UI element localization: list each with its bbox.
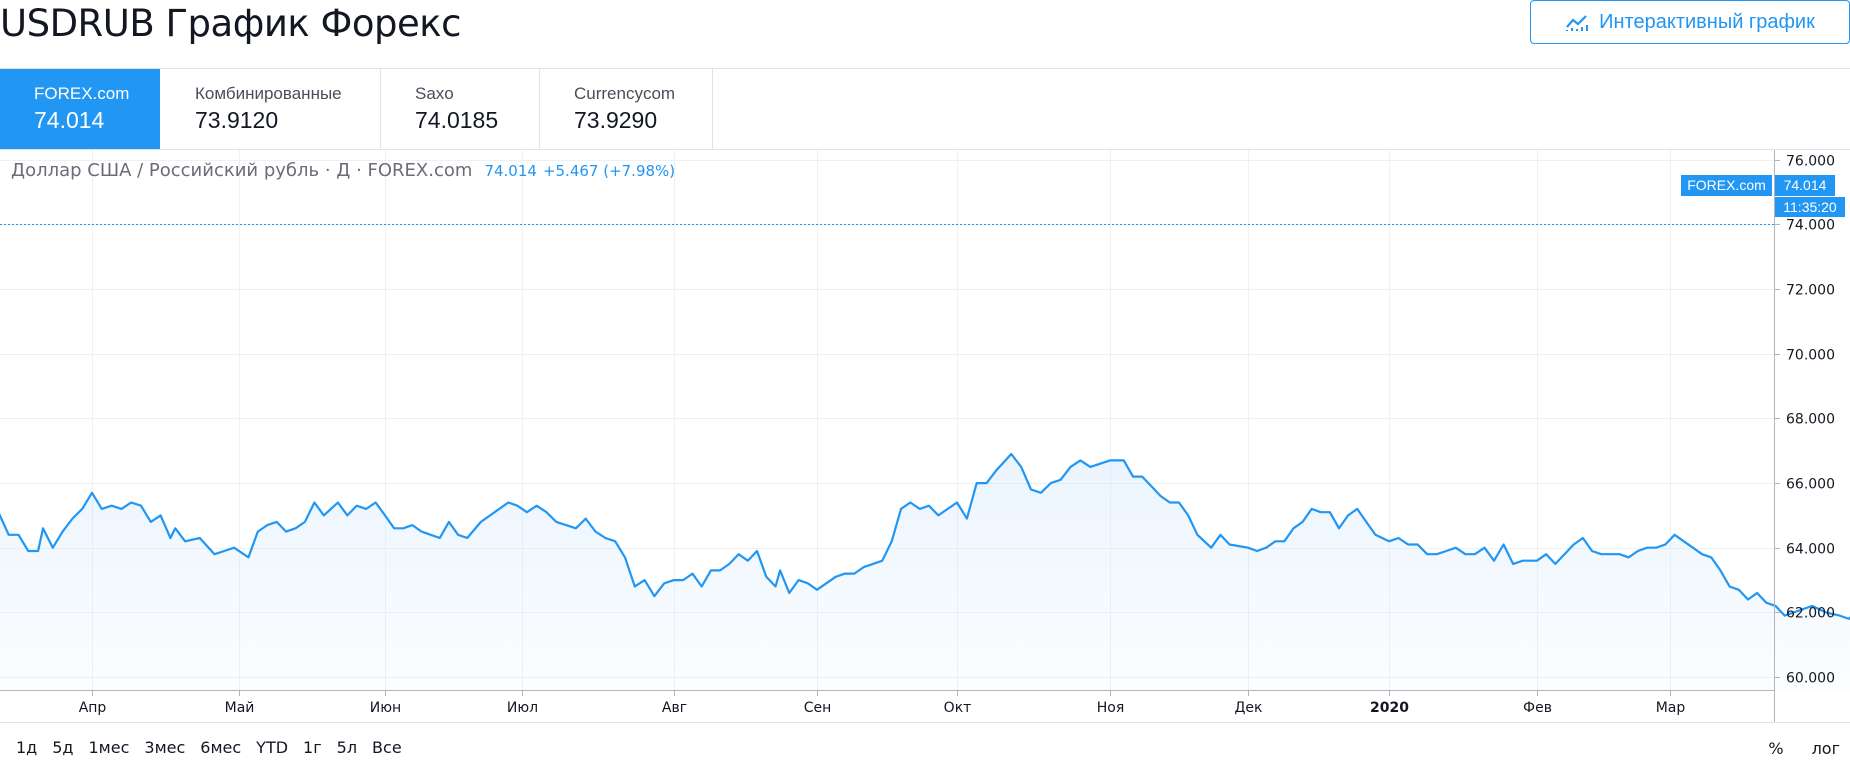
price-tag-price-box: [1775, 175, 1835, 196]
y-tick-label: 68.000: [1786, 412, 1835, 428]
range-1m-button[interactable]: 1мес: [88, 738, 130, 757]
tab-currencycom[interactable]: Currencycom 73.9290: [540, 69, 713, 149]
tab-value: 73.9120: [195, 107, 279, 133]
scale-controls: % лог: [1740, 723, 1850, 772]
x-tick-label: Фев: [1523, 700, 1552, 716]
chart-line-icon: [1566, 15, 1589, 31]
price-area: [0, 454, 1850, 690]
tab-forex[interactable]: FOREX.com 74.014: [0, 69, 160, 149]
x-tick-label: Мар: [1656, 700, 1686, 716]
y-tick-label: 62.000: [1786, 606, 1835, 622]
tab-name: Saxo: [415, 84, 454, 103]
log-scale-button[interactable]: лог: [1811, 738, 1840, 758]
range-6m-button[interactable]: 6мес: [200, 738, 242, 757]
range-1d-button[interactable]: 1д: [16, 738, 38, 757]
range-all-button[interactable]: Все: [372, 738, 402, 757]
range-3m-button[interactable]: 3мес: [144, 738, 186, 757]
interactive-chart-label: Интерактивный график: [1599, 10, 1815, 33]
x-tick-label: Окт: [944, 700, 972, 716]
y-tick-label: 70.000: [1786, 348, 1835, 364]
x-tick-label: Сен: [804, 700, 832, 716]
time-axis[interactable]: Апр Май Июн Июл Авг Сен Окт Ноя Дек 2020 Фев Мар: [79, 691, 1686, 716]
y-tick-label: 66.000: [1786, 477, 1835, 493]
price-tag-time: 11:35:20: [1783, 199, 1837, 215]
price-chart[interactable]: 60.000 62.000 64.000 66.000 68.000 70.000 72.0…: [0, 150, 1850, 722]
y-tick-label: 64.000: [1786, 542, 1835, 558]
price-tag-source: FOREX.com: [1687, 177, 1766, 193]
source-tabs: FOREX.com 74.014 Комбинированные 73.9120…: [0, 68, 1850, 150]
y-tick-label: 76.000: [1786, 154, 1835, 170]
x-tick-label: Апр: [79, 700, 107, 716]
x-tick-label: Июл: [507, 700, 538, 716]
tab-name: Комбинированные: [195, 84, 342, 103]
tab-saxo[interactable]: Saxo 74.0185: [381, 69, 540, 149]
range-1y-button[interactable]: 1г: [303, 738, 322, 757]
x-tick-label: Июн: [370, 700, 401, 716]
x-tick-label: Май: [225, 700, 255, 716]
price-series-line: [0, 452, 1850, 620]
tab-value: 73.9290: [574, 107, 658, 133]
percent-scale-button[interactable]: %: [1768, 738, 1784, 758]
x-tick-label: 2020: [1370, 700, 1409, 716]
y-tick-label: 72.000: [1786, 283, 1835, 299]
y-tick-label: 60.000: [1786, 671, 1835, 687]
tab-name: Currencycom: [574, 84, 676, 103]
x-tick-label: Дек: [1234, 700, 1262, 716]
x-tick-label: Ноя: [1097, 700, 1125, 716]
price-tag-time-box: [1775, 197, 1845, 217]
tab-combined[interactable]: Комбинированные 73.9120: [160, 69, 381, 149]
range-ytd-button[interactable]: YTD: [256, 738, 289, 757]
tab-value: 74.014: [34, 107, 105, 133]
range-5y-button[interactable]: 5л: [336, 738, 358, 757]
range-5d-button[interactable]: 5д: [52, 738, 74, 757]
tab-value: 74.0185: [415, 107, 499, 133]
interactive-chart-button[interactable]: Интерактивный график: [1530, 0, 1850, 44]
chart-svg[interactable]: 60.000 62.000 64.000 66.000 68.000 70.000 72.0…: [0, 150, 1850, 722]
price-tag-price: 74.014: [1784, 177, 1827, 193]
range-bar: 1д 5д 1мес 3мес 6мес YTD 1г 5л Все % лог: [0, 722, 1850, 772]
page-title: USDRUB График Форекс: [0, 2, 461, 45]
price-tag-source-box: [1681, 175, 1772, 196]
tab-name: FOREX.com: [34, 84, 130, 103]
y-tick-label: 74.000: [1786, 218, 1835, 234]
x-tick-label: Авг: [662, 700, 687, 716]
price-axis[interactable]: 60.000 62.000 64.000 66.000 68.000 70.000 72.0…: [1775, 154, 1835, 687]
price-tag: FOREX.com 74.014 11:35:20: [1681, 175, 1845, 217]
